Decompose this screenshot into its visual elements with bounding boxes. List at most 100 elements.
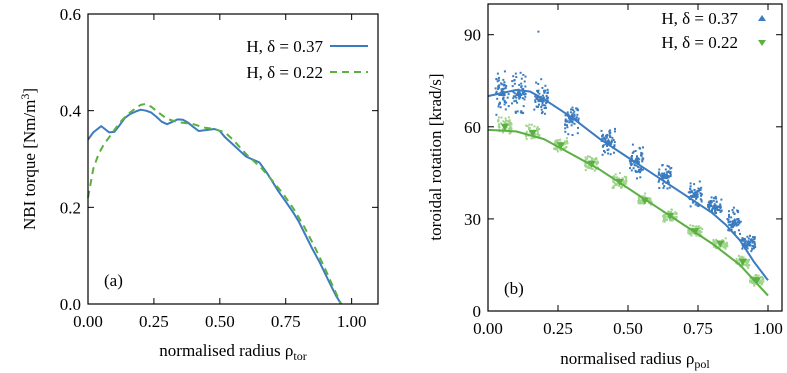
panel-b-scatter-point [736,260,739,262]
panel-b-scatter-point [719,204,722,207]
panel-b-marker [716,240,725,248]
panel-b-scatter-point [753,243,756,246]
panel-b-scatter-point [612,180,615,183]
panel-b-scatter-point [609,129,612,132]
panel-a-label: (a) [104,271,123,290]
panel-b-scatter-point [689,190,692,193]
panel-b-scatter-point [747,266,750,269]
panel-b-scatter-point [641,200,644,203]
panel-b-scatter-point [536,106,539,108]
panel-b-scatter-point [697,187,700,190]
panel-b-scatter-point [641,160,644,163]
panel-b-scatter-point [740,239,743,242]
panel-b-scatter-point [669,175,672,178]
panel-b-scatter-point [570,108,572,111]
panel-b-scatter-point [564,142,567,145]
panel-b-scatter-point [504,117,507,120]
panel-b-scatter-point [730,216,733,219]
panel-a-y-axis-label-superscript: 3 [18,94,32,100]
panel-b-scatter-point [753,236,756,239]
panel-b-scatter-point [649,197,652,200]
panel-b-scatter-point [748,259,750,262]
panel-b-scatter-point [695,191,698,194]
panel-b-scatter-point [518,83,521,86]
panel-b-scatter-point [729,220,732,223]
panel-b-scatter-point [739,232,741,235]
panel-b-scatter-point [502,120,505,123]
panel-b-scatter-point [584,158,587,161]
panel-b-scatter-point [564,127,567,130]
panel-b-x-tick-label: 0.25 [543,319,573,338]
panel-b-scatter-point [594,158,596,161]
panel-a-legend-label-2: H, δ = 0.22 [246,63,323,82]
panel-b-scatter-point [543,107,546,110]
panel-b-scatter-point [577,126,579,129]
panel-b-scatter-point [522,88,525,90]
panel-b-scatter-point [586,166,589,169]
panel-b-scatter-point [665,173,668,176]
panel-b-scatter-point [554,140,557,143]
panel-b-scatter-point [505,85,508,87]
panel-b-scatter-point [700,231,703,233]
panel-b-scatter-point [525,135,528,138]
panel-b-scatter-point [637,170,640,173]
panel-b-scatter-point [502,96,505,99]
panel-b-scatter-point [500,88,503,91]
panel-b-scatter-point [501,128,504,131]
panel-b-scatter-point [754,274,757,277]
panel-b-scatter-point [576,132,579,135]
panel-b-scatter-point [663,215,666,218]
panel-b-scatter-point [737,254,740,257]
panel-b-scatter-point [495,78,498,80]
panel-b-scatter-point [642,157,645,160]
panel-b-scatter-point [538,92,541,95]
panel-b-scatter-point [566,137,568,140]
panel-b-scatter-point [739,220,742,223]
panel-b-scatter-point [761,282,764,285]
panel-b-scatter-point [504,108,507,111]
panel-b-scatter-point [544,84,547,87]
panel-b-scatter-point [514,111,517,114]
panel-b-scatter-point [723,244,726,247]
panel-b-scatter-point [732,206,735,209]
panel-b-scatter-point [728,223,731,226]
panel-b-scatter-point [555,147,558,150]
panel-b-scatter-point [689,185,692,188]
panel-b-scatter-point [506,120,509,123]
panel-b-marker [514,89,523,97]
panel-b-scatter-point [670,208,673,211]
panel-b-scatter-point [497,79,500,82]
panel-b-marker [738,258,747,266]
panel-b-legend-label-2: H, δ = 0.22 [661,33,738,52]
panel-b-scatter-point [667,179,670,182]
panel-b-scatter-point [689,224,692,227]
panel-b-scatter-point [631,151,634,154]
panel-b-scatter-point [536,89,539,92]
panel-b-scatter-point [716,209,719,212]
panel-b-scatter-point [639,202,642,205]
panel-b-scatter-point [699,230,701,232]
panel-b-scatter-point [584,163,587,166]
panel-b-scatter-point [722,246,725,249]
panel-b-scatter-point [675,216,678,219]
panel-b-scatter-point [731,224,733,227]
panel-b-scatter-point [536,133,539,136]
panel-b-scatter-point [660,175,663,178]
panel-a-x-axis-label-text: normalised radius ρ [159,341,293,360]
panel-b-scatter-point [759,279,762,282]
panel-a-series-line-2 [87,102,343,305]
panel-b-scatter-point [496,80,499,83]
panel-b-scatter-point [715,247,718,250]
panel-b-scatter-point [636,155,638,158]
panel-b-scatter-point [697,225,700,228]
panel-b-scatter-point [697,230,700,232]
panel-b-scatter-point [700,193,703,196]
panel-b-scatter-point [747,237,750,240]
panel-b-scatter-point [495,113,498,116]
panel-b-scatter-point [674,212,677,215]
panel-b-scatter-point [736,209,739,212]
panel-b-scatter-point [525,130,528,133]
panel-b-scatter-point [670,211,672,214]
panel-b-scatter-point [588,164,590,167]
panel-b-scatter-point [577,117,580,120]
